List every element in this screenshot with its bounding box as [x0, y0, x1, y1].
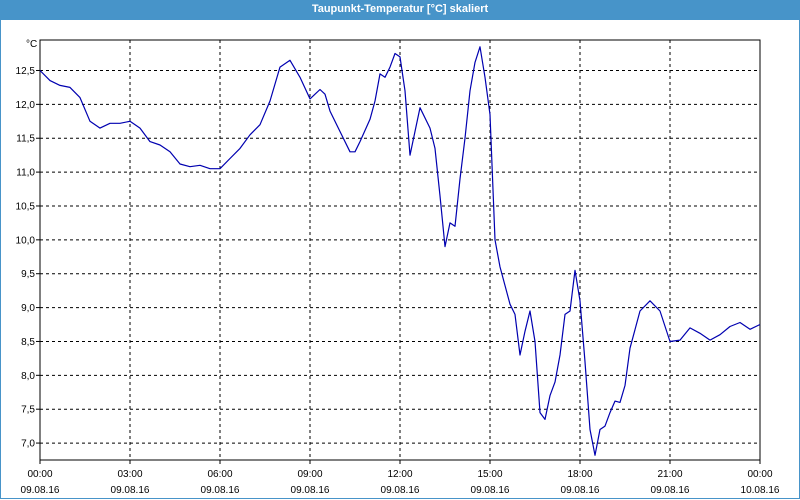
x-tick-time: 06:00	[207, 469, 232, 480]
y-tick-label: 9,5	[21, 269, 35, 280]
x-tick-time: 12:00	[387, 469, 412, 480]
y-tick-label: 12,5	[16, 66, 36, 77]
x-tick-time: 21:00	[657, 469, 682, 480]
x-tick-date: 09.08.16	[21, 485, 60, 496]
x-tick-date: 09.08.16	[201, 485, 240, 496]
y-tick-label: 7,5	[21, 405, 35, 416]
x-tick-date: 09.08.16	[471, 485, 510, 496]
x-tick-date: 09.08.16	[291, 485, 330, 496]
x-tick-time: 15:00	[477, 469, 502, 480]
x-tick-time: 03:00	[117, 469, 142, 480]
y-tick-label: 9,0	[21, 303, 35, 314]
y-tick-label: 11,0	[16, 168, 35, 179]
x-tick-date: 09.08.16	[381, 485, 420, 496]
y-tick-label: 10,5	[16, 201, 36, 212]
series-line-dew-point	[39, 46, 761, 456]
x-tick-time: 09:00	[297, 469, 322, 480]
grid	[40, 40, 760, 460]
series	[39, 46, 761, 456]
x-tick-time: 00:00	[27, 469, 52, 480]
x-tick-date: 09.08.16	[111, 485, 150, 496]
window-title: Taupunkt-Temperatur [°C] skaliert	[0, 0, 800, 20]
y-tick-label: 7,0	[21, 439, 35, 450]
x-tick-date: 09.08.16	[651, 485, 690, 496]
y-tick-label: 10,0	[16, 235, 36, 246]
y-tick-label: 8,5	[21, 337, 35, 348]
x-axis-ticks: 00:00 09.08.16 03:00 09.08.16 06:00 09.08.16 0…	[21, 460, 780, 496]
x-tick-time: 00:00	[747, 469, 772, 480]
x-tick-date: 09.08.16	[561, 485, 600, 496]
y-tick-label: 8,0	[21, 371, 35, 382]
y-axis-unit-label: °C	[26, 39, 37, 50]
x-tick-date: 10.08.16	[741, 485, 780, 496]
x-tick-time: 18:00	[567, 469, 592, 480]
y-tick-label: 12,0	[16, 100, 36, 111]
y-tick-label: 11,5	[16, 134, 35, 145]
y-axis-ticks: 7,0 7,5 8,0 8,5 9,0 9,5 10,0 10,5 11,0 11,5 12,0 12…	[16, 66, 40, 450]
